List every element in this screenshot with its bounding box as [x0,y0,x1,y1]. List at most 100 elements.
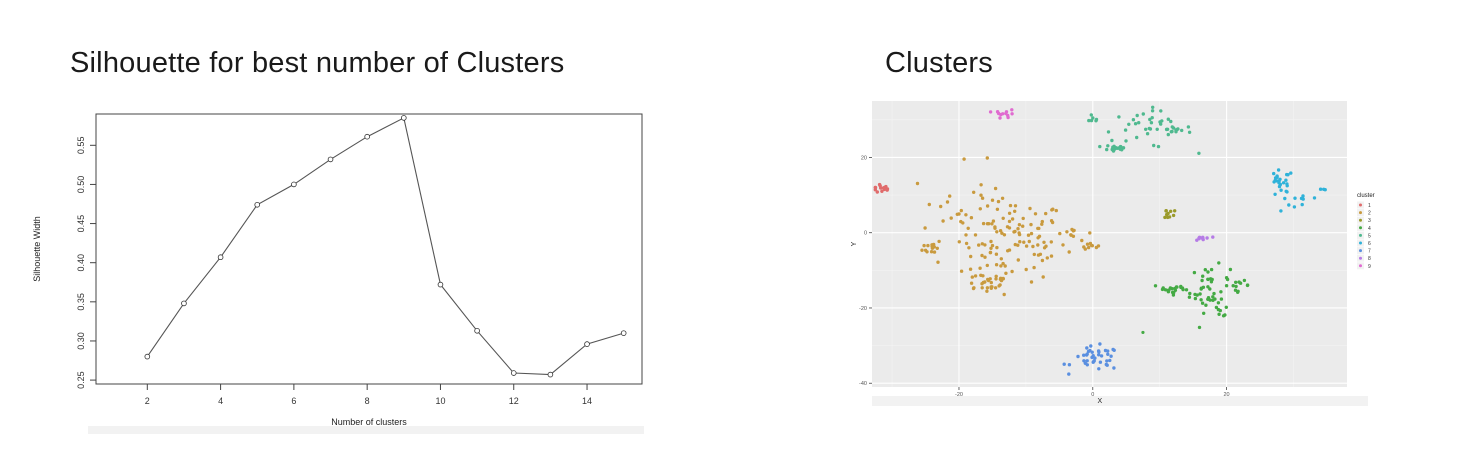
scatter-point-cluster-2 [964,233,968,237]
scatter-point-cluster-2 [988,277,992,281]
scatter-point-cluster-8 [1201,236,1205,240]
scatter-point-cluster-4 [1208,298,1212,302]
scatter-point-cluster-2 [957,212,961,216]
scatter-point-cluster-4 [1200,278,1204,283]
scatter-point-cluster-2 [1017,223,1022,227]
scatter-point-cluster-4 [1216,301,1221,305]
scatter-point-cluster-1 [875,190,879,194]
scatter-point-cluster-8 [1201,237,1205,242]
data-point [547,371,554,378]
scatter-point-cluster-4 [1161,286,1165,290]
scatter-point-cluster-6 [1272,171,1276,176]
scatter-point-cluster-2 [986,277,990,282]
scatter-point-cluster-5 [1169,130,1174,134]
legend-key [1359,249,1362,253]
scatter-point-cluster-1 [879,186,883,190]
scatter-point-cluster-4 [1168,286,1173,290]
scatter-point-cluster-2 [999,264,1003,268]
scatter-point-cluster-6 [1275,175,1279,179]
scatter-point-cluster-6 [1301,194,1305,198]
scatter-point-cluster-2 [1001,277,1005,281]
scatter-point-cluster-5 [1119,145,1123,149]
scatter-point-cluster-6 [1273,178,1277,183]
scatter-point-cluster-5 [1174,130,1178,134]
scatter-point-cluster-2 [979,183,983,187]
scatter-point-cluster-2 [980,196,985,200]
scatter-point-cluster-6 [1281,181,1286,185]
plot-panel [872,101,1347,387]
scatter-point-cluster-2 [993,226,997,230]
scatter-point-cluster-5 [1127,122,1131,127]
scatter-point-cluster-7 [1091,354,1095,358]
scatter-point-cluster-2 [988,250,993,255]
scatter-point-cluster-1 [873,185,878,190]
scatter-point-cluster-2 [990,222,994,226]
scatter-point-cluster-5 [1105,147,1109,152]
scatter-point-cluster-6 [1299,196,1304,201]
scatter-point-cluster-1 [885,187,890,191]
scatter-point-cluster-2 [985,263,989,268]
scatter-point-cluster-2 [961,221,965,225]
scatter-point-cluster-4 [1188,291,1192,296]
scatter-point-cluster-6 [1272,180,1276,184]
legend-key [1359,203,1362,207]
scatter-point-cluster-1 [877,182,882,187]
scatter-point-cluster-4 [1199,287,1203,291]
scatter-point-cluster-4 [1213,297,1217,301]
x-tick-label: 20 [1224,392,1230,398]
scatter-point-cluster-2 [989,286,993,290]
scatter-point-cluster-7 [1105,363,1109,367]
scatter-point-cluster-6 [1276,168,1281,172]
scatter-point-cluster-7 [1097,353,1101,357]
scatter-point-cluster-2 [973,233,978,237]
scatter-point-cluster-5 [1158,120,1162,124]
scatter-point-cluster-2 [1049,240,1054,244]
scatter-point-cluster-5 [1135,113,1139,118]
scatter-point-cluster-2 [1040,222,1044,226]
data-point [181,300,187,307]
scatter-point-cluster-4 [1181,287,1185,292]
scatter-point-cluster-4 [1187,295,1192,299]
scatter-point-cluster-2 [1072,228,1076,233]
legend-label: 5 [1368,233,1371,239]
scatter-point-cluster-2 [1013,229,1017,234]
scatter-point-cluster-2 [971,286,976,291]
scatter-point-cluster-2 [989,246,993,250]
scatter-point-cluster-4 [1214,305,1219,310]
scatter-point-cluster-2 [1049,219,1054,223]
scatter-point-cluster-2 [964,241,969,246]
scatter-point-cluster-5 [1144,127,1148,131]
scatter-point-cluster-2 [997,284,1001,288]
scatter-point-cluster-3 [1166,215,1170,220]
scatter-point-cluster-4 [1171,293,1176,297]
scatter-point-cluster-2 [994,277,998,281]
y-tick-label: 0.45 [76,215,86,233]
x-tick-label: 0 [1091,392,1094,398]
scatter-point-cluster-2 [1040,219,1045,224]
scatter-point-cluster-2 [980,282,984,286]
scatter-point-cluster-2 [915,181,920,186]
scatter-point-cluster-2 [1094,245,1099,250]
scatter-point-cluster-4 [1198,292,1202,296]
scatter-point-cluster-4 [1193,292,1197,297]
scatter-point-cluster-2 [1024,267,1028,272]
scatter-point-cluster-4 [1203,268,1208,272]
scatter-point-cluster-2 [1013,242,1017,247]
scatter-point-cluster-6 [1278,177,1282,181]
scatter-point-cluster-4 [1199,298,1203,302]
scatter-point-cluster-2 [932,242,936,247]
scatter-point-cluster-4 [1224,284,1229,288]
scatter-point-cluster-4 [1211,295,1215,299]
scatter-point-cluster-5 [1118,147,1123,151]
scatter-point-cluster-2 [930,244,934,249]
scatter-point-cluster-2 [962,157,966,161]
x-axis-label: X [1097,398,1102,405]
scatter-point-cluster-4 [1180,286,1185,290]
scatter-point-cluster-9 [1010,112,1014,116]
scatter-point-cluster-6 [1278,182,1283,187]
scatter-point-cluster-7 [1098,342,1102,346]
scatter-point-cluster-5 [1114,146,1118,150]
scatter-point-cluster-2 [1071,229,1076,233]
scatter-point-cluster-2 [968,267,973,271]
legend-label: 3 [1368,218,1371,224]
